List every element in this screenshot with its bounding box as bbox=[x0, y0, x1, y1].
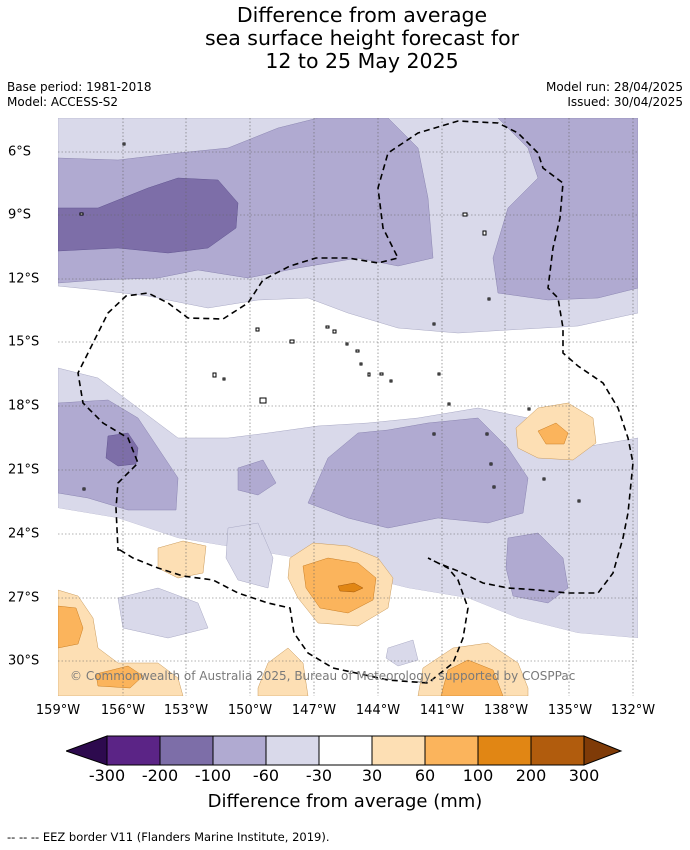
lon-tick-147w: 147°W bbox=[291, 703, 337, 718]
colorbar-bin-5 bbox=[318, 735, 373, 766]
colorbar-label-300: 300 bbox=[568, 766, 600, 785]
lat-tick-12s: 12°S bbox=[8, 271, 40, 287]
colorbar-bin-3 bbox=[212, 735, 267, 766]
colorbar-bin-9 bbox=[530, 735, 585, 766]
meta-left: Base period: 1981-2018 Model: ACCESS-S2 bbox=[7, 80, 152, 110]
title-line-2: sea surface height forecast for bbox=[204, 26, 520, 50]
anomaly-region-light-purple-south-patch bbox=[117, 587, 209, 639]
anomaly-region-orange-bottom-mid bbox=[257, 647, 309, 696]
lat-tick-27s: 27°S bbox=[8, 590, 40, 606]
colorbar-bin-7 bbox=[424, 735, 479, 766]
anomaly-region-mid-purple-northeast bbox=[492, 118, 638, 301]
anomaly-region-orange-far-southwest-core bbox=[58, 605, 84, 649]
colorbar-label-100: 100 bbox=[462, 766, 494, 785]
colorbar-label-m100: -100 bbox=[194, 766, 232, 785]
colorbar-extend-low bbox=[66, 735, 108, 766]
colorbar-label-60: 60 bbox=[414, 766, 436, 785]
colorbar-bin-2 bbox=[159, 735, 214, 766]
lon-tick-159w: 159°W bbox=[35, 703, 81, 718]
lat-tick-9s: 9°S bbox=[8, 207, 32, 223]
lat-tick-6s: 6°S bbox=[8, 144, 32, 160]
colorbar-extend-high bbox=[583, 735, 623, 766]
map-svg bbox=[58, 118, 638, 696]
lon-tick-141w: 141°W bbox=[419, 703, 465, 718]
anomaly-region-orange-bottom-east-core bbox=[440, 659, 504, 696]
colorbar bbox=[66, 735, 623, 766]
chart-title: Difference from average sea surface heig… bbox=[0, 4, 690, 73]
anomaly-region-orange-east-core bbox=[537, 422, 569, 445]
colorbar-bin-4 bbox=[265, 735, 320, 766]
lon-tick-156w: 156°W bbox=[100, 703, 146, 718]
title-line-1: Difference from average bbox=[236, 3, 488, 27]
anomaly-region-mid-purple-southeast bbox=[505, 532, 569, 604]
lat-tick-18s: 18°S bbox=[8, 398, 40, 414]
colorbar-label-m30: -30 bbox=[305, 766, 333, 785]
map-panel bbox=[58, 118, 638, 696]
anomaly-region-dark-purple-north bbox=[58, 177, 239, 254]
lat-tick-30s: 30°S bbox=[8, 653, 40, 669]
lat-tick-21s: 21°S bbox=[8, 462, 40, 478]
colorbar-bin-8 bbox=[477, 735, 532, 766]
meta-right: Model run: 28/04/2025 Issued: 30/04/2025 bbox=[546, 80, 683, 110]
colorbar-label-200: 200 bbox=[515, 766, 547, 785]
lon-tick-144w: 144°W bbox=[355, 703, 401, 718]
colorbar-label-m300: -300 bbox=[88, 766, 126, 785]
anomaly-region-mid-purple-small bbox=[237, 459, 277, 496]
colorbar-bin-1 bbox=[106, 735, 161, 766]
issued-date: Issued: 30/04/2025 bbox=[567, 95, 683, 109]
lon-tick-138w: 138°W bbox=[483, 703, 529, 718]
anomaly-region-mid-purple-south-central bbox=[307, 417, 529, 529]
colorbar-label-m60: -60 bbox=[252, 766, 280, 785]
lon-tick-135w: 135°W bbox=[547, 703, 593, 718]
anomaly-region-light-purple-south-patch-3 bbox=[385, 639, 419, 667]
base-period: Base period: 1981-2018 bbox=[7, 80, 152, 94]
lat-tick-15s: 15°S bbox=[8, 334, 40, 350]
lat-tick-24s: 24°S bbox=[8, 526, 40, 542]
eez-legend-note: -- -- -- EEZ border V11 (Flanders Marine… bbox=[7, 830, 330, 844]
title-line-3: 12 to 25 May 2025 bbox=[265, 49, 459, 73]
colorbar-title: Difference from average (mm) bbox=[207, 791, 483, 812]
anomaly-region-orange-south-central-core bbox=[337, 582, 364, 593]
anomaly-region-light-purple-south-patch-2 bbox=[225, 522, 274, 589]
model-run: Model run: 28/04/2025 bbox=[545, 80, 683, 94]
anomaly-region-orange-far-southwest bbox=[58, 589, 184, 696]
lon-tick-150w: 150°W bbox=[227, 703, 273, 718]
colorbar-label-30: 30 bbox=[361, 766, 383, 785]
model-name: Model: ACCESS-S2 bbox=[7, 95, 119, 109]
islands bbox=[79, 142, 581, 503]
anomaly-region-orange-south-bottom bbox=[95, 665, 144, 689]
colorbar-label-m200: -200 bbox=[141, 766, 179, 785]
graticule bbox=[58, 118, 638, 696]
lon-tick-132w: 132°W bbox=[610, 703, 656, 718]
colorbar-bin-6 bbox=[371, 735, 426, 766]
copyright-notice: © Commonwealth of Australia 2025, Bureau… bbox=[70, 669, 576, 683]
lon-tick-153w: 153°W bbox=[163, 703, 209, 718]
